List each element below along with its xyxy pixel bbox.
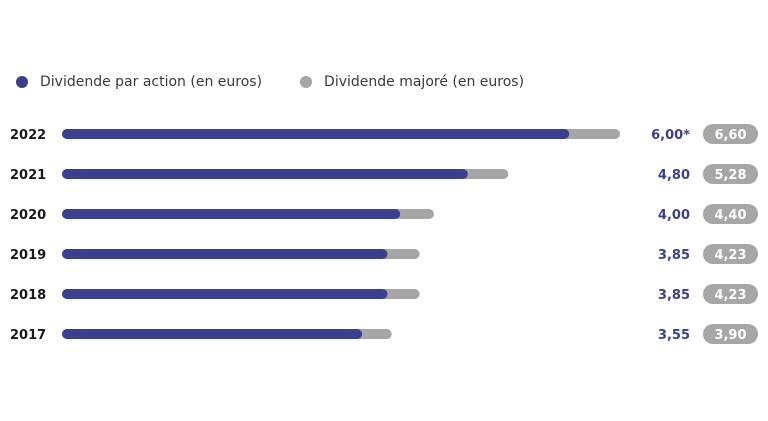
value-label-dividende-par-action: 4,00 (658, 208, 690, 223)
badge-dividende-majore (703, 124, 758, 144)
bar-row-2017: 2017 3,55 3,90 (10, 324, 758, 344)
value-label-dividende-par-action: 3,85 (658, 248, 690, 263)
legend-swatch-primary (16, 76, 28, 88)
legend-swatch-secondary (300, 76, 313, 88)
bar-dividende-par-action (62, 169, 468, 179)
badge-dividende-majore (703, 204, 758, 224)
badge-dividende-majore (703, 324, 758, 344)
year-label: 2019 (10, 248, 46, 263)
bar-row-2019: 2019 3,85 4,23 (10, 244, 758, 264)
year-label: 2022 (10, 128, 46, 143)
bar-dividende-par-action (62, 329, 363, 339)
value-label-dividende-par-action: 4,80 (658, 168, 690, 183)
value-label-dividende-majore: 3,90 (714, 328, 746, 343)
bar-row-2021: 2021 4,80 5,28 (10, 164, 758, 184)
badge-dividende-majore (703, 164, 758, 184)
bar-row-2022: 2022 6,00* 6,60 (10, 124, 758, 144)
badge-dividende-majore (703, 244, 758, 264)
bar-dividende-par-action (62, 129, 570, 139)
bar-row-2020: 2020 4,00 4,40 (10, 204, 758, 224)
value-label-dividende-par-action: 6,00* (651, 128, 690, 143)
value-label-dividende-majore: 6,60 (714, 128, 746, 143)
year-label: 2021 (10, 168, 46, 183)
year-label: 2017 (10, 328, 46, 343)
value-label-dividende-par-action: 3,85 (658, 288, 690, 303)
legend-label-secondary: Dividende majoré (en euros) (324, 74, 525, 90)
legend-item-secondary: Dividende majoré (en euros) (300, 74, 524, 90)
year-label: 2020 (10, 208, 46, 223)
bar-row-2018: 2018 3,85 4,23 (10, 284, 758, 304)
legend-label-primary: Dividende par action (en euros) (40, 74, 263, 90)
bar-dividende-par-action (62, 289, 388, 299)
bar-dividende-par-action (62, 209, 401, 219)
value-label-dividende-par-action: 3,55 (658, 328, 690, 343)
value-label-dividende-majore: 4,23 (714, 288, 746, 303)
legend-item-primary: Dividende par action (en euros) (16, 74, 262, 90)
value-label-dividende-majore: 5,28 (714, 168, 746, 183)
bar-dividende-par-action (62, 249, 388, 259)
year-label: 2018 (10, 288, 46, 303)
value-label-dividende-majore: 4,23 (714, 248, 746, 263)
badge-dividende-majore (703, 284, 758, 304)
chart-legend: Dividende par action (en euros) Dividend… (16, 73, 562, 91)
value-label-dividende-majore: 4,40 (714, 208, 746, 223)
